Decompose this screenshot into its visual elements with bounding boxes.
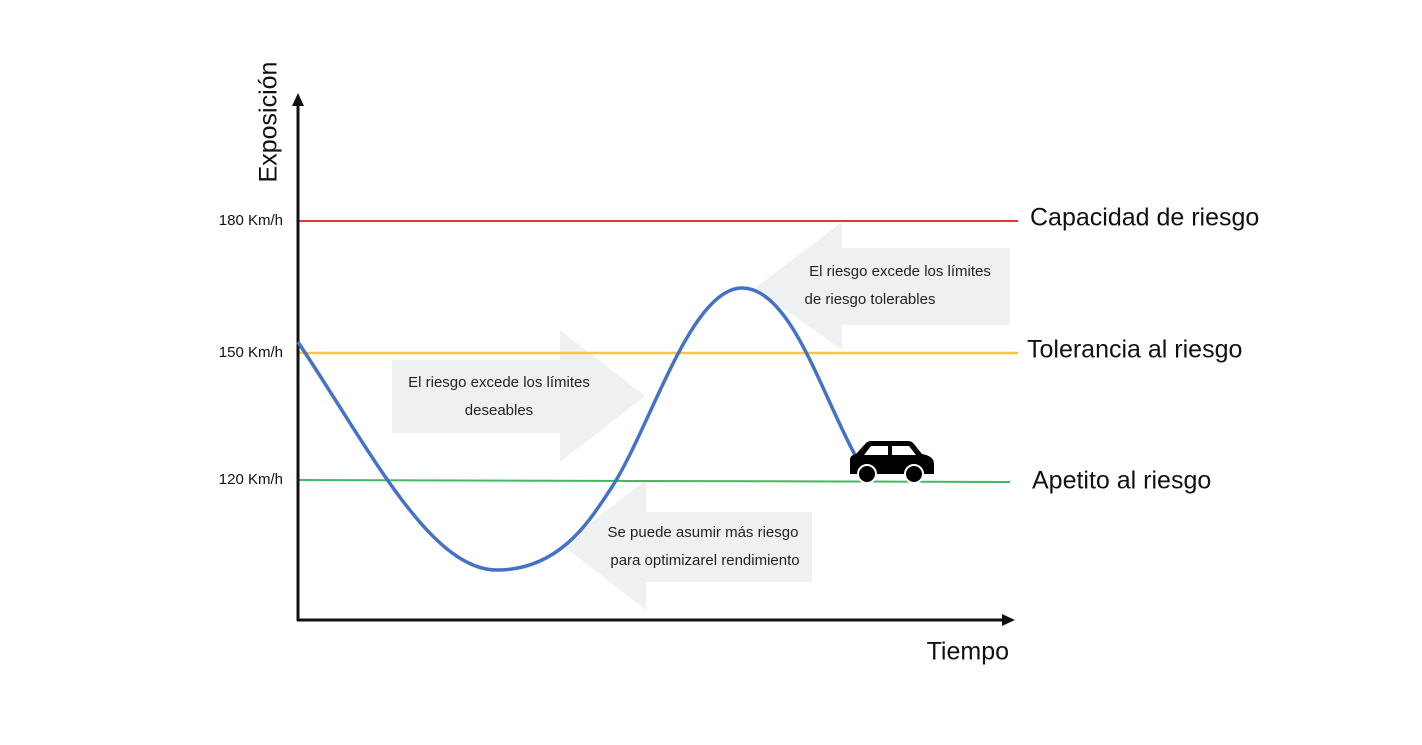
- x-axis-label: Tiempo: [927, 638, 1009, 666]
- level-name: Apetito al riesgo: [1032, 467, 1211, 495]
- level-name: Capacidad de riesgo: [1030, 204, 1259, 232]
- callout-text: para optimizarel rendimiento: [610, 552, 799, 569]
- level-tick: 120 Km/h: [219, 471, 283, 488]
- car-icon: [850, 441, 934, 484]
- exposure-curve: [296, 286, 857, 572]
- callout-text: El riesgo excede los límites: [809, 263, 991, 280]
- callout-text: de riesgo tolerables: [805, 291, 936, 308]
- appetite-line: [297, 479, 1011, 483]
- callout-arrow: [562, 480, 812, 610]
- level-tick: 150 Km/h: [219, 344, 283, 361]
- callout-arrow: [392, 330, 645, 462]
- y-axis-arrow: [292, 93, 304, 106]
- level-tick: 180 Km/h: [219, 212, 283, 229]
- callout-arrow: [755, 222, 1010, 350]
- callout-text: deseables: [465, 402, 533, 419]
- callout-text: El riesgo excede los límites: [408, 374, 590, 391]
- x-axis-arrow: [1002, 614, 1015, 626]
- level-name: Tolerancia al riesgo: [1027, 336, 1242, 364]
- callout-text: Se puede asumir más riesgo: [608, 524, 799, 541]
- y-axis-label: Exposición: [255, 62, 283, 183]
